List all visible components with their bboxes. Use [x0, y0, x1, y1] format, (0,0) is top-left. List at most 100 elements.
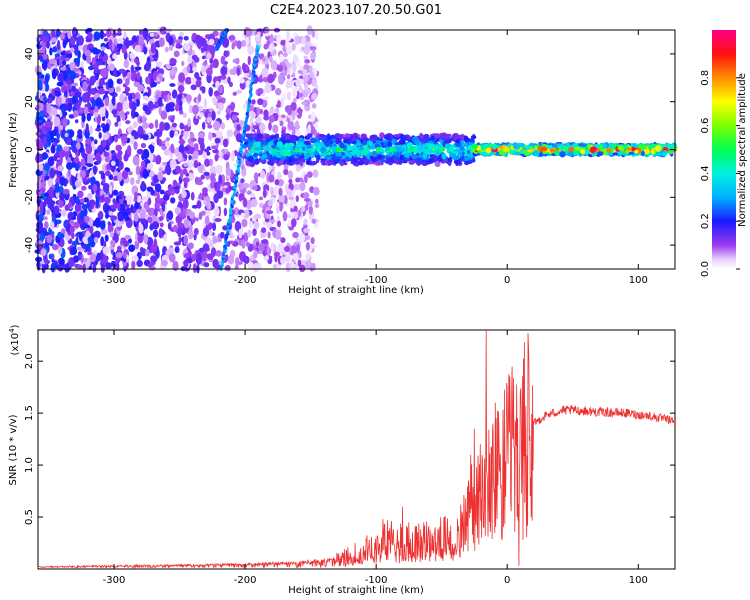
heatmap-cell — [131, 255, 139, 262]
heatmap-cell — [178, 72, 186, 83]
heatmap-cell — [96, 252, 102, 262]
heatmap-cell — [124, 234, 131, 240]
heatmap-cell — [384, 149, 390, 154]
heatmap-cell — [660, 143, 664, 148]
heatmap-cell — [405, 152, 413, 157]
heatmap-cell — [43, 175, 50, 181]
heatmap-cell — [163, 233, 168, 242]
heatmap-cell — [109, 231, 114, 238]
heatmap-cell — [69, 225, 75, 234]
heatmap-cell — [117, 171, 123, 182]
heatmap-cell — [74, 203, 82, 213]
heatmap-cell — [61, 106, 66, 115]
heatmap-cell — [559, 151, 566, 158]
heatmap-cell — [38, 54, 43, 61]
heatmap-cell — [351, 147, 359, 154]
snr-exponent-label: (x104) — [8, 324, 21, 355]
heatmap-cell — [293, 97, 297, 103]
heatmap-cell — [146, 236, 154, 247]
snr-y-tick-label: 1.5 — [24, 405, 35, 421]
heatmap-cell — [222, 78, 229, 84]
heatmap-cell — [247, 261, 254, 270]
heatmap-cell — [247, 155, 254, 162]
heatmap-cell — [445, 140, 451, 144]
heatmap-cell — [137, 84, 145, 92]
heatmap-cell — [342, 139, 349, 144]
heatmap-cell — [360, 134, 366, 138]
heatmap-cell — [59, 154, 63, 165]
heatmap-cell — [420, 138, 427, 143]
heatmap-cell — [280, 39, 287, 46]
heatmap-cell — [253, 172, 259, 182]
heatmap-cell — [122, 100, 130, 111]
heatmap-cell — [448, 157, 453, 163]
heatmap-cell — [116, 245, 122, 252]
heatmap-cell — [139, 30, 143, 35]
heatmap-cell — [278, 193, 285, 204]
heatmap-cell — [299, 181, 306, 192]
heatmap-cell — [159, 121, 165, 132]
snr-x-ticks: -300 -200 -100 0 100 — [103, 330, 648, 586]
heatmap-cell — [502, 147, 508, 152]
heatmap-cell — [311, 103, 317, 109]
heatmap-cell — [147, 263, 153, 268]
heatmap-cell — [191, 49, 195, 56]
heatmap-cell — [292, 253, 299, 261]
heatmap-cell — [159, 207, 163, 216]
heatmap-cell — [158, 37, 165, 47]
heatmap-cell — [62, 117, 68, 127]
heatmap-cell — [134, 202, 140, 210]
heatmap-cell — [195, 254, 202, 265]
heatmap-cell — [130, 64, 135, 75]
heatmap-cell — [277, 100, 281, 108]
heatmap-cell — [207, 124, 213, 129]
heatmap-cell — [75, 196, 80, 204]
heatmap-cell — [41, 180, 46, 189]
heatmap-cell — [293, 183, 301, 191]
heatmap-cell — [202, 243, 210, 252]
heatmap-cell — [282, 70, 288, 77]
heatmap-cell — [242, 197, 248, 208]
heatmap-cell — [282, 211, 288, 222]
heatmap-cell — [90, 253, 96, 263]
heatmap-cell — [622, 143, 628, 150]
heatmap-cell — [421, 144, 425, 151]
heatmap-cell — [298, 137, 305, 142]
heatmap-cell — [255, 138, 261, 143]
heatmap-cell — [269, 42, 275, 52]
heatmap-cell — [103, 33, 107, 37]
heatmap-cell — [212, 235, 218, 244]
heatmap-cell — [200, 174, 205, 180]
heatmap-cell — [230, 101, 235, 112]
heatmap-cell — [174, 246, 180, 253]
heatmap-cell — [315, 198, 319, 204]
heatmap-cell — [77, 35, 84, 46]
heatmap-cell — [140, 142, 147, 149]
heatmap-cell — [108, 86, 115, 94]
heatmap-cell — [118, 37, 125, 44]
heatmap-cell — [63, 146, 70, 152]
heatmap-cell — [290, 101, 297, 111]
heatmap-cell — [114, 158, 120, 167]
heatmap-cell — [241, 39, 247, 48]
heatmap-cell — [357, 160, 365, 166]
heatmap-cell — [368, 140, 373, 147]
heatmap-cell — [222, 138, 229, 148]
heatmap-cell — [107, 79, 114, 89]
heatmap-cell — [270, 149, 275, 155]
heatmap-cell — [42, 53, 48, 60]
heatmap-cell — [369, 137, 377, 142]
heatmap-cell — [220, 122, 225, 130]
heatmap-cell — [93, 236, 99, 244]
heatmap-cell — [168, 253, 176, 263]
heatmap-cell — [79, 233, 83, 242]
heatmap-cell — [464, 155, 470, 161]
heatmap-cell — [83, 197, 90, 203]
heatmap-cell — [314, 203, 320, 209]
heatmap-cell — [341, 152, 345, 156]
heatmap-cell — [289, 212, 295, 217]
heatmap-cell — [238, 181, 245, 190]
heatmap-cell — [41, 152, 48, 160]
heatmap-cell — [311, 148, 316, 153]
heatmap-cell — [69, 219, 75, 226]
